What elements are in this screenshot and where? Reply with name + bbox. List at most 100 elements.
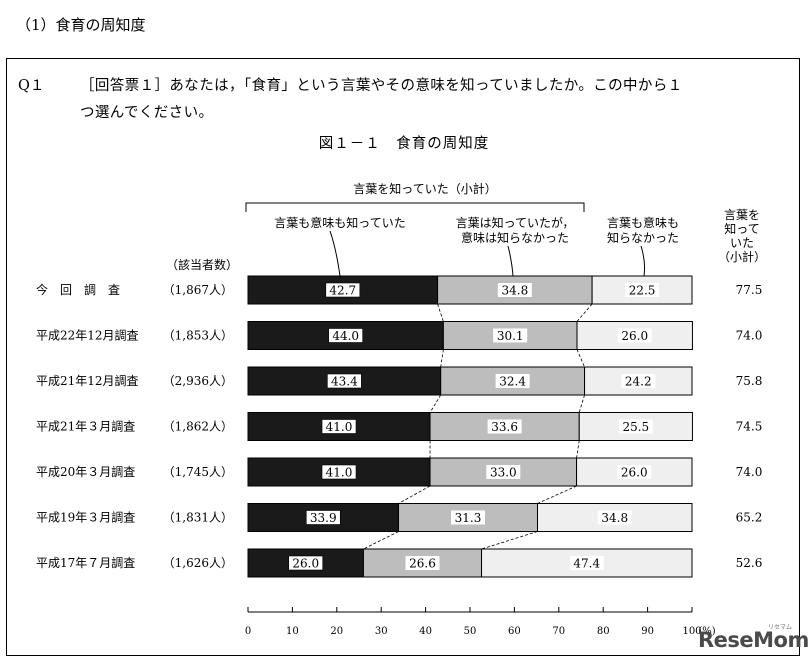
- category-label: 今 回 調 査: [36, 282, 120, 297]
- connector-line: [576, 303, 593, 322]
- data-label: 22.5: [629, 284, 656, 298]
- data-label-box: [325, 282, 361, 298]
- data-label-box: [305, 510, 341, 525]
- data-label-box: [617, 465, 652, 479]
- data-label-box: [321, 464, 357, 480]
- connector-line: [578, 394, 585, 413]
- data-label-box: [486, 465, 521, 479]
- category-label: 平成22年12月調査: [36, 329, 139, 343]
- respondent-count: （2,936人）: [163, 374, 233, 388]
- x-tick-label: 70: [552, 626, 565, 637]
- question-text-line1: ［回答票１］あなたは，「食育」という言葉やその意味を知っていましたか。この中から…: [80, 78, 683, 94]
- data-label: 33.6: [491, 420, 518, 434]
- legend-label-know-neither-line2: 知らなかった: [606, 231, 679, 245]
- connector-line: [481, 531, 538, 550]
- subtotal-header-4: （小計）: [717, 250, 766, 264]
- chart-frame: [6, 58, 800, 656]
- respondent-count: （1,853人）: [163, 329, 233, 343]
- subtotal-value: 74.0: [736, 329, 763, 343]
- subtotal-value: 52.6: [736, 556, 763, 570]
- subtotal-header-3: いた: [729, 236, 754, 250]
- data-label: 44.0: [332, 329, 359, 343]
- data-label-box: [617, 328, 652, 343]
- legend-label-know-word-line2: 意味は知らなかった: [460, 231, 569, 245]
- section-heading: （1）食育の周知度: [16, 16, 146, 34]
- data-label-box: [493, 328, 528, 343]
- legend-leader-know-neither: [640, 245, 646, 277]
- subtotal-value: 75.8: [736, 374, 763, 388]
- data-label-box: [497, 283, 532, 297]
- data-label-box: [597, 510, 632, 525]
- data-label: 41.0: [326, 420, 353, 434]
- x-tick-label: 50: [464, 626, 477, 637]
- respondents-header: （該当者数）: [166, 258, 239, 272]
- subtotal-value: 74.5: [736, 420, 763, 434]
- x-tick-label: 0: [245, 626, 251, 637]
- subtotal-value: 74.0: [736, 465, 763, 479]
- data-label-box: [618, 419, 653, 434]
- data-label: 31.3: [455, 511, 482, 525]
- legend-label-know-neither-line1: 言葉も意味も: [606, 216, 679, 230]
- data-label-box: [487, 419, 522, 434]
- data-label: 32.4: [499, 375, 526, 389]
- data-label: 41.0: [326, 466, 353, 480]
- category-label: 平成21年12月調査: [36, 374, 139, 388]
- data-label: 26.0: [621, 466, 648, 480]
- x-tick-label: 90: [641, 626, 654, 637]
- data-label: 47.4: [573, 557, 600, 571]
- respondent-count: （1,626人）: [163, 556, 233, 570]
- x-tick-label: 30: [375, 626, 388, 637]
- data-label: 26.0: [621, 329, 648, 343]
- category-label: 平成19年３月調査: [36, 511, 135, 525]
- bar-segment: [576, 321, 693, 350]
- data-label: 34.8: [601, 511, 628, 525]
- x-axis-unit: (%): [698, 626, 715, 637]
- legend-label-know-word-line1: 言葉は知っていたが，: [455, 216, 575, 230]
- category-label: 平成17年７月調査: [36, 556, 135, 570]
- bar-segment: [247, 321, 444, 350]
- data-label-box: [288, 555, 324, 571]
- x-tick-label: 40: [419, 626, 432, 637]
- category-label: 平成21年３月調査: [36, 420, 135, 434]
- group-label: 言葉を知っていた（小計）: [353, 182, 497, 196]
- connector-line: [576, 349, 585, 368]
- connector-line: [437, 303, 444, 322]
- respondent-count: （1,745人）: [163, 465, 233, 479]
- subtotal-header-1: 言葉を: [723, 208, 760, 222]
- group-bracket: [245, 202, 585, 212]
- data-label-box: [321, 419, 357, 434]
- connector-line: [429, 394, 442, 413]
- resemom-logo-kana: リセマム: [768, 624, 793, 631]
- data-label: 34.8: [501, 284, 528, 298]
- legend-leader-know-word: [507, 245, 514, 277]
- data-label: 33.9: [310, 511, 337, 525]
- x-tick-label: 20: [330, 626, 343, 637]
- data-label-box: [327, 373, 362, 389]
- connector-line: [537, 485, 577, 504]
- bar-segment: [247, 548, 364, 578]
- connector-line: [576, 440, 580, 459]
- question-number: Q１: [18, 78, 45, 94]
- data-label-box: [405, 556, 440, 570]
- connector-line: [398, 485, 431, 504]
- x-tick-label: 10: [286, 626, 299, 637]
- subtotal-value: 65.2: [736, 511, 763, 525]
- data-label: 26.0: [292, 557, 319, 571]
- subtotal-value: 77.5: [736, 283, 763, 297]
- respondent-count: （1,862人）: [163, 420, 233, 434]
- respondent-count: （1,831人）: [163, 511, 233, 525]
- resemom-logo: ReseMom: [698, 628, 808, 652]
- x-tick-label: 60: [508, 626, 521, 637]
- data-label-box: [621, 374, 656, 388]
- data-label: 24.2: [625, 375, 652, 389]
- x-tick-label: 80: [597, 626, 610, 637]
- data-label-box: [451, 510, 486, 525]
- connector-line: [363, 531, 399, 550]
- data-label: 30.1: [497, 329, 524, 343]
- connector-line: [440, 349, 444, 368]
- question-text-line2: つ選んでください。: [80, 105, 214, 121]
- data-label-box: [495, 374, 530, 388]
- data-label: 43.4: [331, 375, 358, 389]
- data-label: 42.7: [329, 284, 356, 298]
